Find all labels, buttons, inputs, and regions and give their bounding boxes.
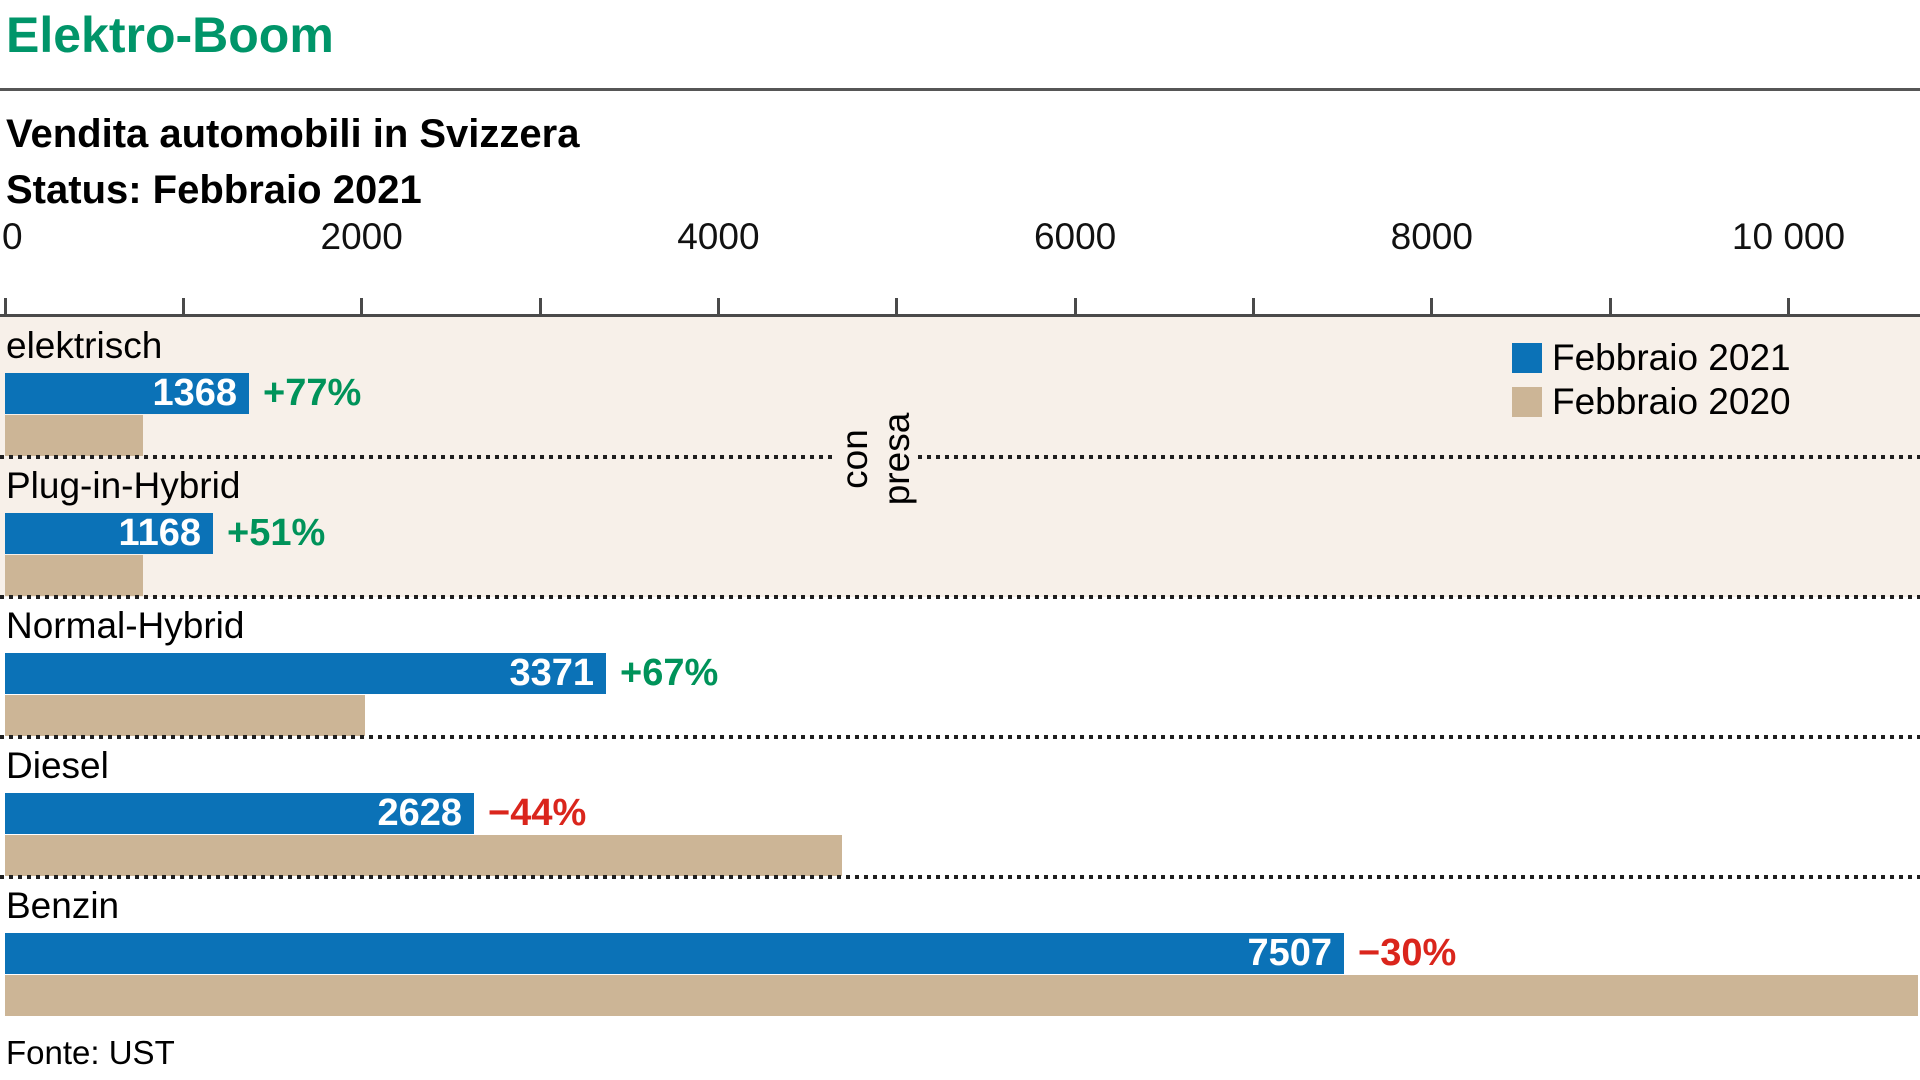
category-row-plug-in-hybrid: Plug-in-Hybrid 1168 +51% (0, 457, 1920, 597)
source-note: Fonte: UST (6, 1034, 175, 1071)
x-axis-tick (181, 298, 185, 314)
row-separator (0, 875, 1920, 879)
x-axis-tick (1787, 298, 1790, 314)
bar-2020 (5, 695, 365, 736)
bar-value-label: 2628 (377, 792, 462, 834)
bar-2020 (5, 975, 1918, 1016)
annotation-line: con (834, 429, 875, 489)
annotation-line: presa (876, 412, 917, 506)
x-axis-tick (1251, 298, 1255, 314)
x-axis-tick (538, 298, 542, 314)
category-label: elektrisch (6, 325, 163, 366)
page-title: Elektro-Boom (6, 7, 334, 63)
bar-2021: 2628 (5, 792, 474, 834)
change-percent-badge: +67% (620, 652, 719, 694)
row-separator (0, 735, 1920, 739)
change-percent-badge: +51% (227, 512, 326, 554)
legend-label: Febbraio 2020 (1552, 381, 1791, 422)
bar-value-label: 3371 (509, 652, 594, 694)
category-label: Plug-in-Hybrid (6, 465, 241, 506)
x-axis-tick-label: 0 (2, 216, 23, 257)
bar-2021: 3371 (5, 652, 606, 694)
x-axis-tick (1073, 298, 1077, 314)
category-row-elektrisch: elektrisch 1368 +77% (0, 317, 1920, 457)
x-axis-line (0, 314, 1920, 317)
legend-label: Febbraio 2021 (1552, 337, 1791, 378)
change-percent-badge: −30% (1358, 932, 1457, 974)
legend-item-2020: Febbraio 2020 (1512, 380, 1791, 424)
x-axis-tick-label: 10 000 (1731, 216, 1846, 257)
bar-value-label: 1168 (118, 512, 201, 554)
chart-subtitle: Vendita automobili in Svizzera (6, 112, 580, 156)
category-row-benzin: Benzin 7507 −30% (0, 877, 1920, 1017)
category-label: Normal-Hybrid (6, 605, 245, 646)
bar-2020 (5, 555, 143, 596)
x-axis-tick-label: 6000 (1033, 216, 1117, 257)
legend-swatch-2021 (1512, 343, 1542, 373)
x-axis-tick (716, 298, 720, 314)
bar-2020 (5, 415, 143, 456)
legend-swatch-2020 (1512, 387, 1542, 417)
x-axis-tick (360, 298, 364, 314)
chart-status-line: Status: Febbraio 2021 (6, 168, 422, 212)
bar-2020 (5, 835, 842, 876)
category-label: Benzin (6, 885, 120, 926)
category-row-normal-hybrid: Normal-Hybrid 3371 +67% (0, 597, 1920, 737)
bar-value-label: 7507 (1247, 932, 1332, 974)
row-separator (0, 455, 1920, 459)
legend: Febbraio 2021 Febbraio 2020 (1512, 336, 1791, 424)
con-presa-annotation: con presa (834, 411, 918, 507)
change-percent-badge: +77% (263, 372, 362, 414)
category-row-diesel: Diesel 2628 −44% (0, 737, 1920, 877)
x-axis-tick (1430, 298, 1434, 314)
legend-item-2021: Febbraio 2021 (1512, 336, 1791, 380)
x-axis-tick (3, 298, 7, 314)
category-label: Diesel (6, 745, 109, 786)
bar-value-label: 1368 (152, 372, 237, 414)
row-separator (0, 595, 1920, 599)
x-axis-tick (1608, 298, 1612, 314)
bar-2021: 7507 (5, 932, 1344, 974)
title-divider (0, 88, 1920, 91)
bar-2021: 1368 (5, 372, 249, 414)
x-axis-tick (895, 298, 899, 314)
change-percent-badge: −44% (488, 792, 587, 834)
x-axis-tick-label: 8000 (1390, 216, 1473, 257)
x-axis-tick-label: 2000 (320, 216, 403, 257)
bar-2021: 1168 (5, 512, 213, 554)
x-axis-tick-label: 4000 (677, 216, 760, 257)
